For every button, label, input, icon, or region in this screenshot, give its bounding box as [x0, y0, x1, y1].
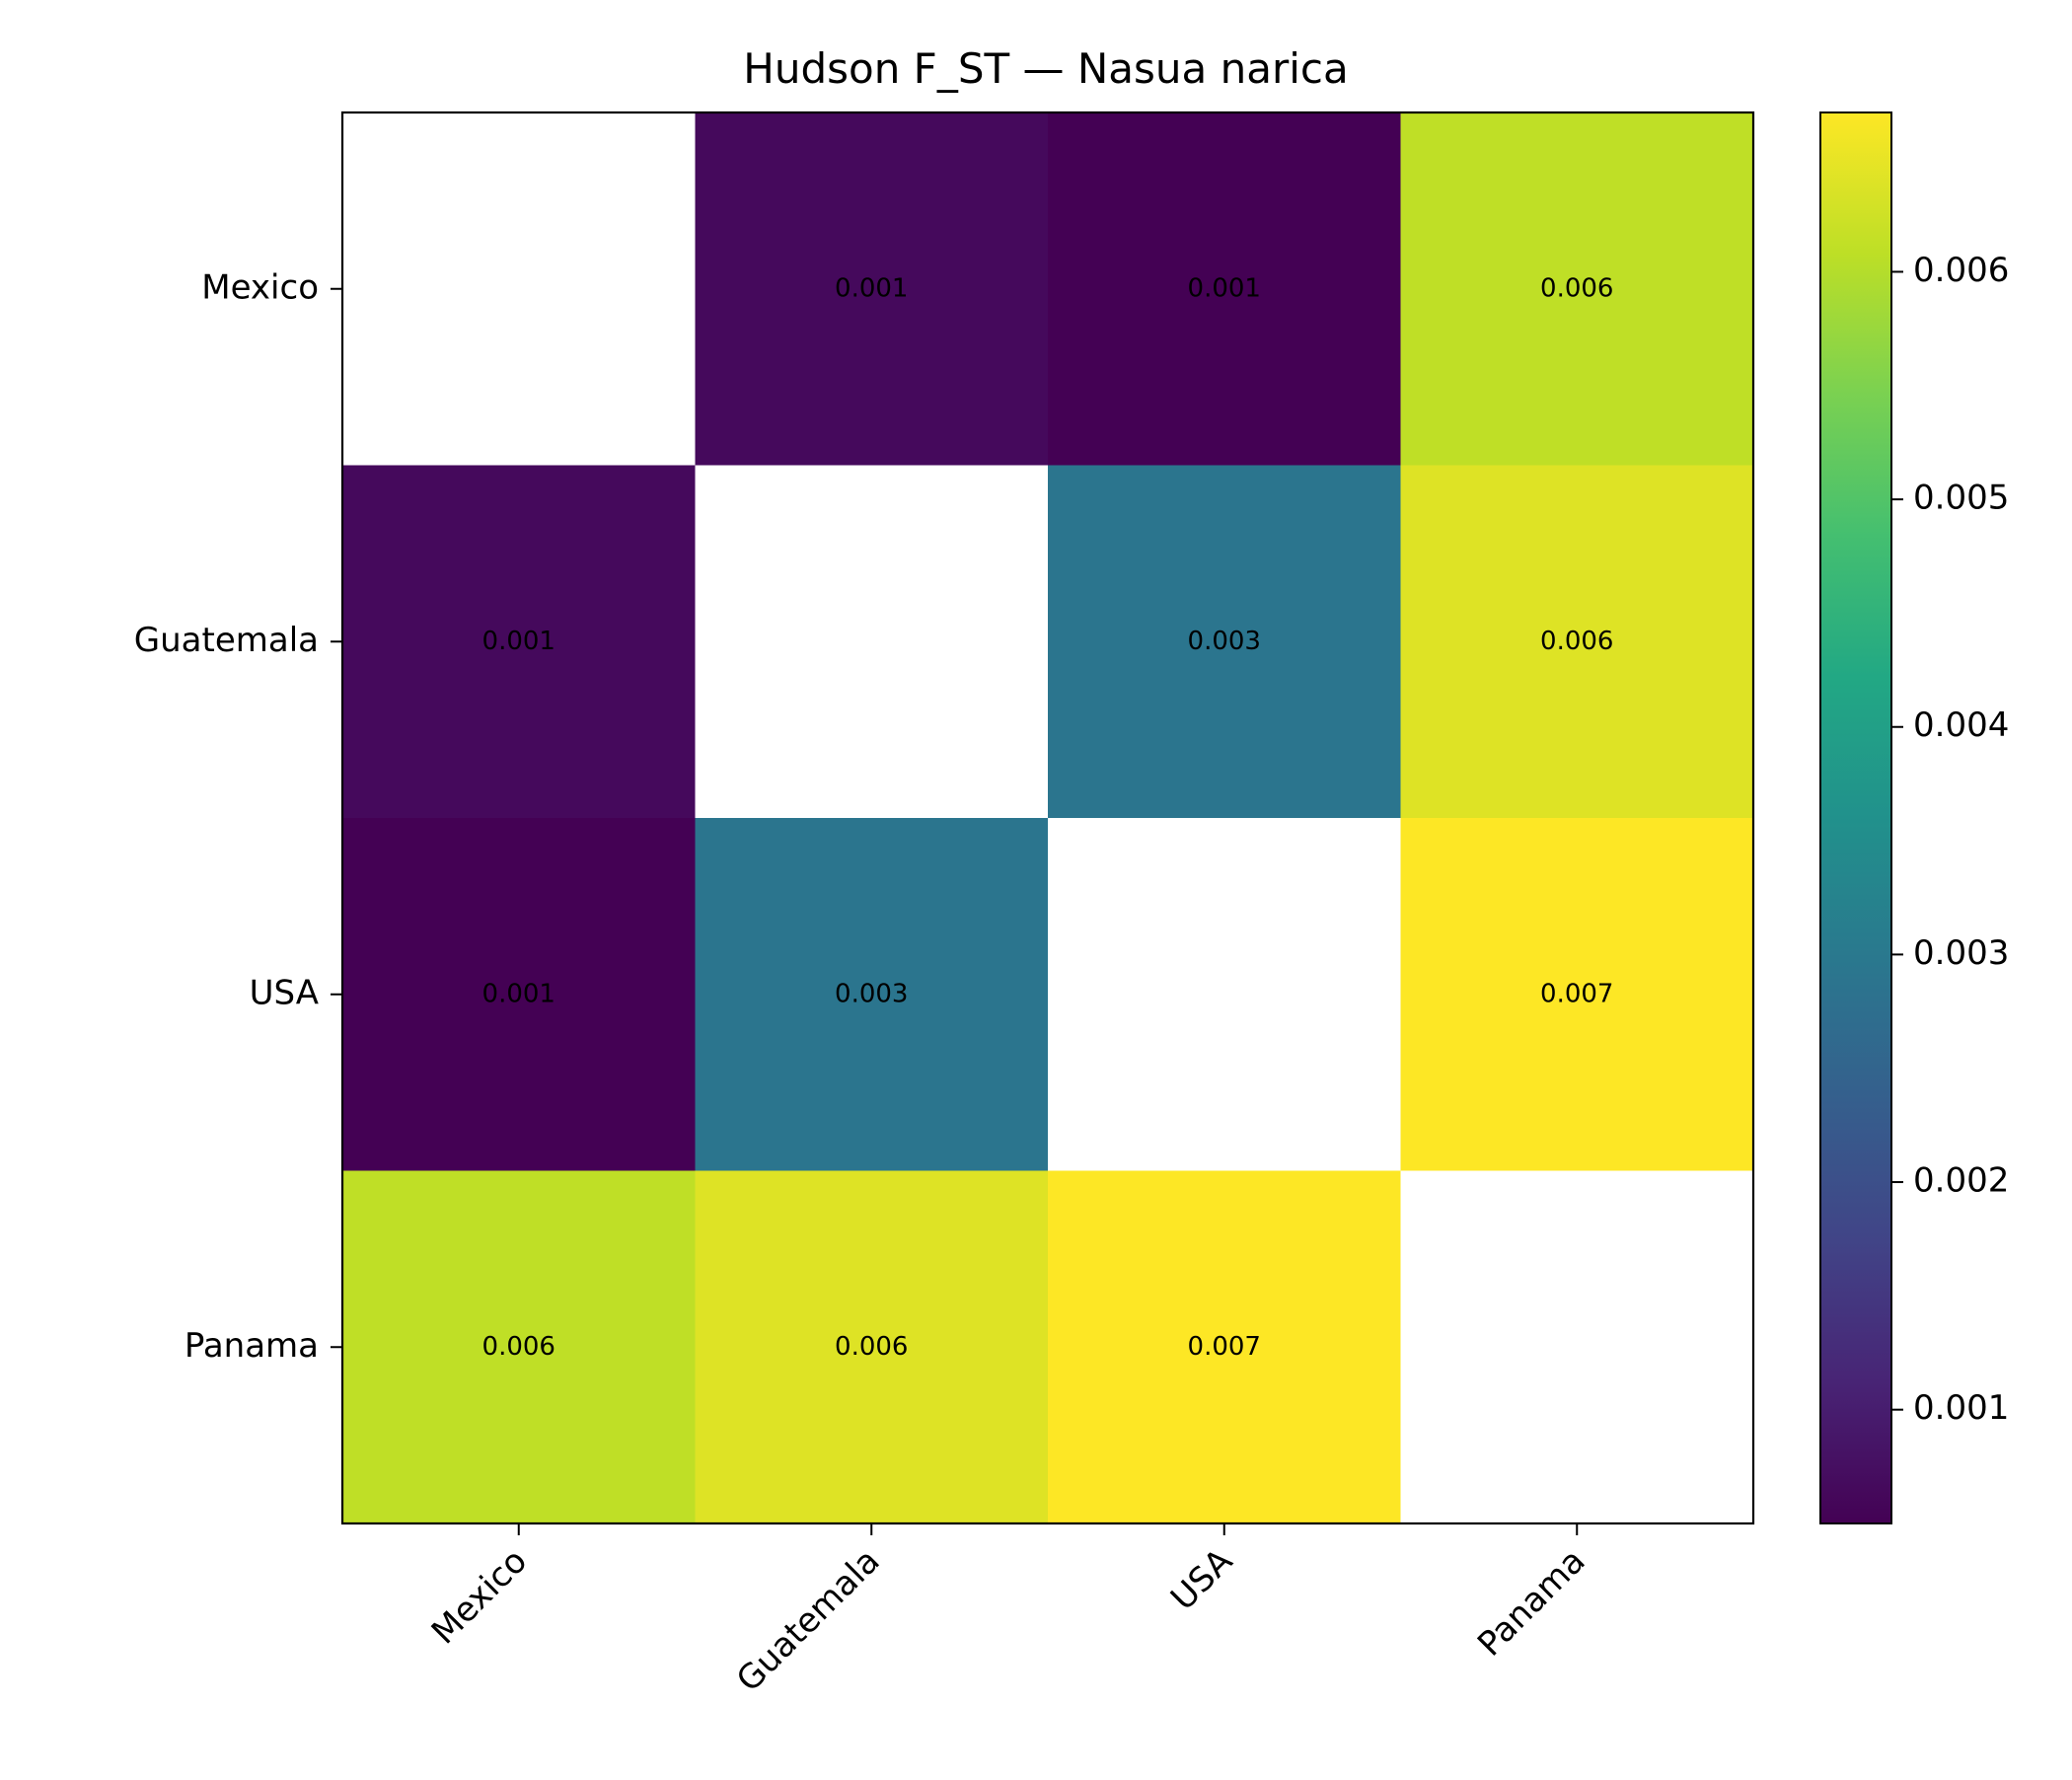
x-tick-label: Panama — [1470, 1541, 1593, 1665]
colorbar-tick-label: 0.003 — [1913, 933, 2009, 973]
cell-value-label: 0.001 — [835, 273, 908, 303]
y-tick-label: USA — [250, 973, 319, 1012]
x-tick-label: Mexico — [424, 1541, 535, 1652]
heatmap-cell — [695, 818, 1049, 1172]
cell-value-label: 0.003 — [835, 979, 908, 1008]
heatmap-cell — [695, 112, 1049, 467]
heatmap-cell — [1400, 465, 1754, 819]
colorbar-tick-label: 0.001 — [1913, 1388, 2009, 1428]
y-tick-label: Mexico — [201, 267, 319, 307]
plot-frame — [340, 111, 1755, 1525]
heatmap-cell — [342, 112, 697, 467]
heatmap-cell — [342, 1170, 697, 1524]
heatmap-cell — [695, 1170, 1049, 1524]
heatmap-cell — [695, 465, 1049, 819]
colorbar-tick-label: 0.005 — [1913, 479, 2009, 518]
colorbar-tick-label: 0.006 — [1913, 251, 2009, 290]
colorbar-tick-label: 0.004 — [1913, 705, 2009, 745]
colorbar-tick-label: 0.002 — [1913, 1161, 2009, 1201]
colorbar-gradient — [1820, 112, 1891, 1523]
cell-value-label: 0.006 — [1540, 273, 1613, 303]
heatmap-cell — [342, 465, 697, 819]
colorbar-frame — [1819, 111, 1892, 1524]
cell-value-label: 0.007 — [1540, 979, 1613, 1008]
cell-value-label: 0.001 — [482, 627, 555, 656]
y-tick-label: Guatemala — [134, 621, 319, 660]
colorbar: 0.001 0.002 0.003 0.004 0.005 0.006 — [1819, 111, 2009, 1524]
heatmap-cell — [1048, 112, 1402, 467]
heatmap-cell — [342, 818, 697, 1172]
cell-value-label: 0.001 — [1188, 273, 1261, 303]
y-tick-label: Panama — [185, 1326, 319, 1366]
x-tick-label: Guatemala — [729, 1541, 888, 1700]
cell-value-label: 0.006 — [482, 1332, 555, 1362]
heatmap-cells: 0.001 0.001 0.006 0.001 0.003 0.006 0.001 0.003… — [342, 112, 1754, 1524]
heatmap-cell — [1400, 818, 1754, 1172]
cell-value-label: 0.001 — [482, 979, 555, 1008]
cell-value-label: 0.007 — [1188, 1332, 1261, 1362]
cell-value-label: 0.006 — [835, 1332, 908, 1362]
cell-value-label: 0.006 — [1540, 627, 1613, 656]
heatmap-cell — [1048, 1170, 1402, 1524]
heatmap-cell — [1400, 1170, 1754, 1524]
heatmap-cell — [1048, 465, 1402, 819]
heatmap-cell — [1400, 112, 1754, 467]
x-tick-label: USA — [1163, 1541, 1240, 1618]
chart-title: Hudson F_ST — Nasua narica — [743, 44, 1348, 93]
heatmap-cell — [1048, 818, 1402, 1172]
cell-value-label: 0.003 — [1188, 627, 1261, 656]
